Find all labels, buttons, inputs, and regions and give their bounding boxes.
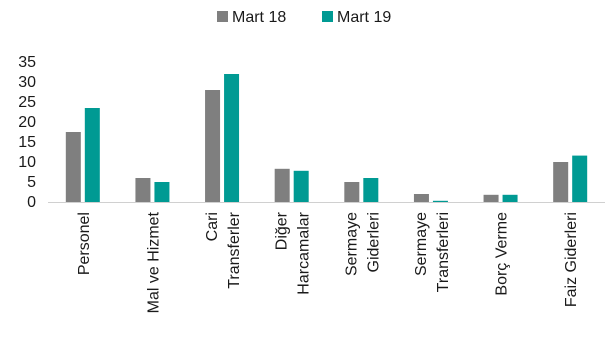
- y-tick-label: 35: [18, 54, 36, 71]
- legend: Mart 18 Mart 19: [217, 9, 391, 26]
- y-tick-label: 20: [18, 114, 36, 131]
- legend-swatch: [217, 11, 228, 22]
- bar-mart-19: [224, 74, 239, 202]
- bar-mart-19: [85, 108, 100, 202]
- bars: [66, 74, 587, 202]
- legend-label: Mart 18: [232, 9, 286, 26]
- x-tick-label: Personel: [76, 212, 93, 275]
- bar-mart-18: [205, 90, 220, 202]
- bar-mart-19: [154, 182, 169, 202]
- x-tick-label: Borç Verme: [494, 212, 511, 296]
- bar-mart-18: [275, 169, 290, 202]
- x-tick-label: Diğer Harcamalar: [274, 211, 313, 294]
- bar-mart-19: [572, 156, 587, 202]
- x-tick-label: Cari Transferler: [204, 211, 243, 288]
- bar-mart-19: [433, 201, 448, 202]
- bar-mart-19: [503, 195, 518, 202]
- legend-swatch: [322, 11, 333, 22]
- bar-mart-18: [553, 162, 568, 202]
- y-tick-label: 0: [27, 194, 36, 211]
- x-axis: Personel Mal ve Hizmet Cari Transferler Diğe…: [76, 211, 580, 313]
- bar-mart-19: [363, 178, 378, 202]
- bar-mart-18: [414, 194, 429, 202]
- y-tick-label: 10: [18, 154, 36, 171]
- x-tick-label: Sermaye Giderleri: [343, 212, 382, 276]
- y-tick-label: 5: [27, 174, 36, 191]
- bar-mart-18: [66, 132, 81, 202]
- y-axis: 0 5 10 15 20 25 30 35: [18, 54, 36, 211]
- x-tick-label: Faiz Giderleri: [563, 212, 580, 307]
- y-tick-label: 15: [18, 134, 36, 151]
- y-tick-label: 30: [18, 74, 36, 91]
- bar-mart-18: [135, 178, 150, 202]
- x-tick-label: Mal ve Hizmet: [145, 211, 162, 313]
- x-tick-label: Sermaye Transferleri: [413, 212, 452, 292]
- bar-mart-18: [484, 195, 499, 202]
- legend-label: Mart 19: [337, 9, 391, 26]
- bar-mart-19: [294, 171, 309, 202]
- bar-mart-18: [344, 182, 359, 202]
- y-tick-label: 25: [18, 94, 36, 111]
